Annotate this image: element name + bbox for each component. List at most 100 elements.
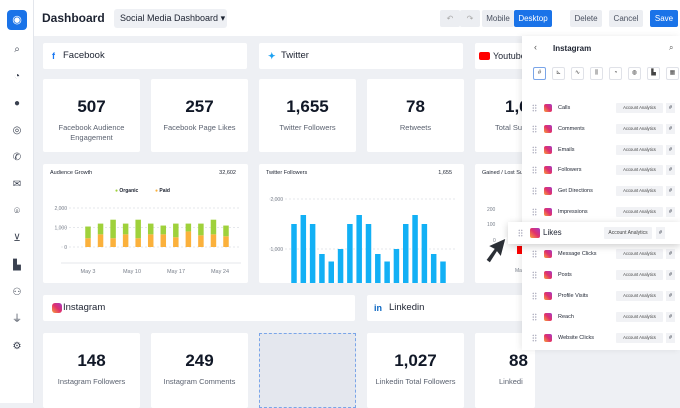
drag-handle-icon[interactable] — [532, 104, 537, 112]
chart-total: 1,655 — [438, 170, 452, 176]
facebook-section: f Facebook — [43, 43, 247, 69]
account-analytics-tag: Account Analytics — [616, 270, 663, 280]
kpi-value: 1,027 — [394, 351, 437, 370]
bar — [430, 254, 437, 283]
dragged-widget-likes[interactable]: Likes Account Analytics # — [508, 222, 680, 244]
globe-icon[interactable]: ◍ — [628, 67, 641, 80]
section-title: Twitter — [281, 50, 309, 61]
widget-list-item[interactable]: Impressions Account Analytics # — [530, 205, 678, 219]
kpi-card: 1,655 Twitter Followers — [259, 79, 356, 152]
pie-chart-icon[interactable]: ◔ — [609, 67, 622, 80]
bar-paid — [85, 238, 91, 247]
desktop-button[interactable]: Desktop — [514, 10, 552, 27]
number-badge: # — [666, 312, 675, 322]
instagram-icon — [544, 250, 552, 258]
widget-list-item[interactable]: Posts Account Analytics # — [530, 268, 678, 282]
instagram-icon — [544, 208, 552, 216]
kpi-card: 1,027 Linkedin Total Followers — [367, 333, 464, 408]
widget-name: Likes — [543, 228, 562, 237]
y-tick: 2,000 — [54, 206, 67, 212]
drag-handle-icon[interactable] — [532, 334, 537, 342]
drag-handle-icon[interactable] — [532, 125, 537, 133]
kpi-card: 148 Instagram Followers — [43, 333, 140, 408]
pie-chart-icon[interactable]: ◔ — [13, 71, 21, 82]
area-chart-icon[interactable]: ▙ — [647, 67, 660, 80]
legend-label: Organic — [119, 188, 139, 194]
widget-list-item[interactable]: Message Clicks Account Analytics # — [530, 247, 678, 261]
dashboard-select-value: Social Media Dashboard — [120, 13, 219, 23]
widget-name: Reach — [558, 314, 574, 320]
cart-icon[interactable]: ⊻ — [13, 233, 21, 244]
location-icon[interactable]: ⌾ — [14, 206, 20, 217]
drag-handle-icon[interactable] — [532, 250, 537, 258]
drag-handle-icon[interactable] — [532, 146, 537, 154]
x-tick: May 10 — [123, 269, 141, 275]
widget-list-item[interactable]: Get Directions Account Analytics # — [530, 184, 678, 198]
x-tick: May — [515, 268, 525, 274]
bar-chart-icon[interactable]: ▙ — [13, 260, 21, 271]
widget-list-item[interactable]: Profile Visits Account Analytics # — [530, 289, 678, 303]
back-icon[interactable]: ‹ — [534, 42, 537, 52]
save-button[interactable]: Save — [650, 10, 678, 27]
bar-paid — [210, 234, 217, 247]
account-analytics-tag: Account Analytics — [604, 227, 652, 239]
number-type-icon[interactable]: # — [533, 67, 546, 80]
y-tick: 100 — [487, 222, 496, 228]
settings-icon[interactable]: ⚙ — [12, 341, 22, 352]
search-icon[interactable]: ⌕ — [669, 43, 674, 52]
widget-name: Get Directions — [558, 188, 593, 194]
bar — [384, 261, 390, 283]
widget-list-item[interactable]: Reach Account Analytics # — [530, 310, 678, 324]
whatsapp-icon[interactable]: ◎ — [12, 125, 22, 136]
cursor-arrow-icon — [485, 237, 507, 264]
widget-list-item[interactable]: Emails Account Analytics # — [530, 143, 678, 157]
drag-handle-icon[interactable] — [532, 271, 537, 279]
mail-icon[interactable]: ✉ — [12, 179, 22, 190]
kpi-value: 507 — [77, 97, 106, 116]
dashboard-icon[interactable]: ◉ — [7, 10, 27, 30]
widget-list-item[interactable]: Calls Account Analytics # — [530, 101, 678, 115]
drag-handle-icon[interactable] — [532, 166, 537, 174]
search-icon[interactable]: ⌕ — [14, 44, 20, 55]
bar-chart-icon[interactable]: ⫼ — [590, 67, 603, 80]
youtube-icon — [479, 52, 490, 60]
kpi-label: Facebook Audience Engagement — [58, 123, 125, 142]
line-chart-icon[interactable]: ⊾ — [552, 67, 565, 80]
drag-handle-icon[interactable] — [532, 187, 537, 195]
redo-button[interactable]: ↷ — [460, 10, 480, 27]
widget-list-item[interactable]: Followers Account Analytics # — [530, 163, 678, 177]
kpi-label: Twitter Followers — [279, 123, 336, 132]
bar-paid — [110, 238, 116, 247]
phone-icon[interactable]: ✆ — [12, 152, 22, 163]
instagram-icon — [530, 228, 540, 238]
kpi-card: 507 Facebook Audience Engagement — [43, 79, 140, 152]
mobile-button[interactable]: Mobile — [482, 10, 514, 27]
instagram-icon — [544, 166, 552, 174]
bar — [421, 224, 428, 283]
plug-icon[interactable]: ⏚ — [12, 314, 22, 325]
undo-button[interactable]: ↶ — [440, 10, 460, 27]
curve-chart-icon[interactable]: ∿ — [571, 67, 584, 80]
widget-list-item[interactable]: Comments Account Analytics # — [530, 122, 678, 136]
table-icon[interactable]: ▦ — [666, 67, 679, 80]
section-title: Youtube — [493, 51, 526, 61]
kpi-label: Linkedin Total Followers — [375, 377, 456, 386]
drop-placeholder[interactable] — [259, 333, 356, 408]
instagram-icon — [544, 271, 552, 279]
y-tick: 0 — [493, 238, 496, 244]
delete-button[interactable]: Delete — [570, 10, 602, 27]
cancel-button[interactable]: Cancel — [609, 10, 643, 27]
dashboard-select[interactable]: Social Media Dashboard ▾ — [114, 9, 227, 28]
widget-list-item[interactable]: Website Clicks Account Analytics # — [530, 331, 678, 345]
chat-icon[interactable]: ● — [13, 98, 21, 109]
kpi-value: 78 — [406, 97, 425, 116]
users-icon[interactable]: ⚇ — [12, 287, 22, 298]
drag-handle-icon[interactable] — [518, 229, 523, 237]
bar-organic — [135, 219, 141, 239]
drag-handle-icon[interactable] — [532, 292, 537, 300]
number-badge: # — [666, 270, 675, 280]
drag-handle-icon[interactable] — [532, 208, 537, 216]
bar-paid — [147, 234, 154, 247]
drag-handle-icon[interactable] — [532, 313, 537, 321]
